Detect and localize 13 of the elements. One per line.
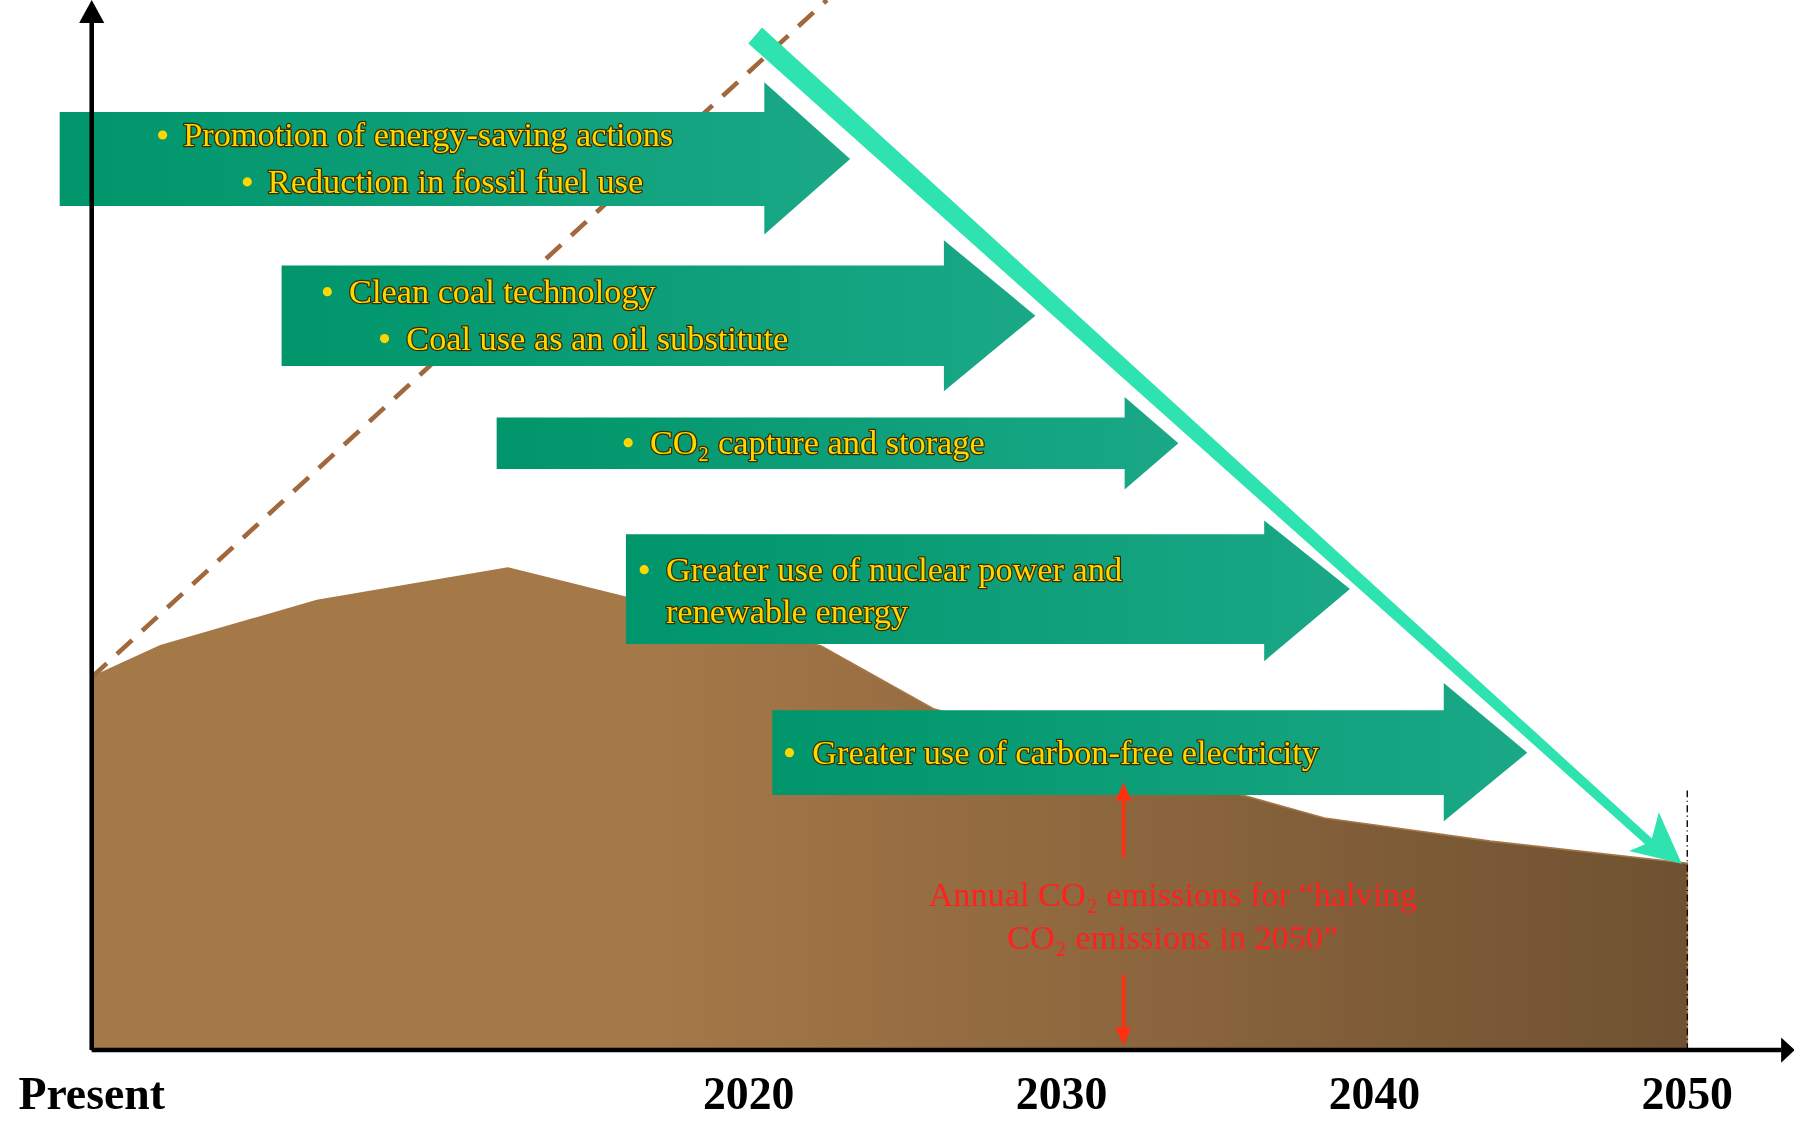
x-tick-label: 2040 (1328, 1067, 1421, 1119)
x-tick-label: 2020 (702, 1067, 795, 1119)
x-tick-label: 2050 (1641, 1067, 1733, 1119)
annotation: Promotion of energy-saving actions (183, 115, 674, 154)
annotation: Greater use of carbon-free electricity (812, 732, 1320, 771)
annotation: CO₂ capture and storage (649, 422, 985, 461)
annotation: Reduction in fossil fuel use (267, 162, 644, 201)
annotation: Coal use as an oil substitute (406, 318, 789, 357)
x-tick-label: 2030 (1015, 1067, 1108, 1119)
x-tick-label: Present (18, 1067, 166, 1119)
annotation: Greater use of nuclear power and renewable energy (665, 549, 1123, 631)
annotation: Clean coal technology (349, 272, 657, 310)
annotation: Annual CO₂ emissions for “halving CO₂ emissions in 2050” (928, 874, 1417, 957)
